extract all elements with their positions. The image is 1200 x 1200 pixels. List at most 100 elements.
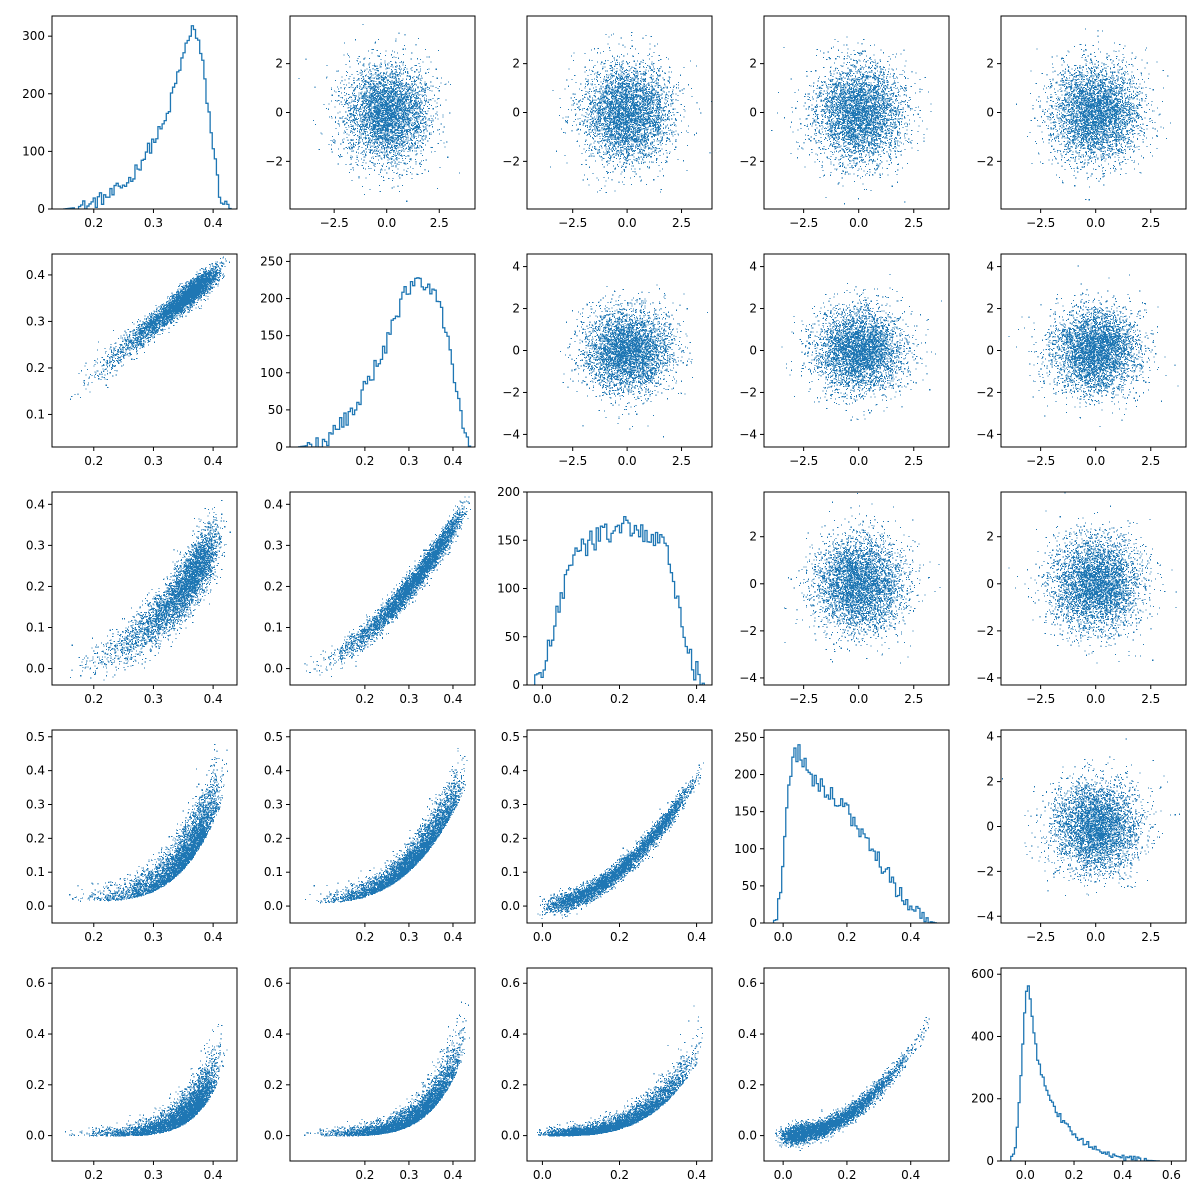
panel-2-4: −2.5 0.0 2.5 −4 −2 0 2 4 [739,253,950,468]
plot-area [65,1023,228,1137]
x-tick-label: 0.3 [399,1168,418,1182]
y-tick-label: 0.0 [264,899,283,913]
y-tick-label: 0.5 [501,730,520,744]
y-tick-label: 0 [512,678,520,692]
y-tick-label: 0.4 [264,764,283,778]
x-tick-label: 0.4 [901,1168,920,1182]
y-tick-label: 250 [734,730,757,744]
y-tick-label: 0 [512,344,520,358]
plot-area [534,515,705,685]
axes-frame [51,15,238,210]
y-tick-label: −4 [976,671,994,685]
histogram-step-line [298,277,472,447]
x-tick-label: 0.3 [144,930,163,944]
plot-area [70,256,231,400]
scatter-points [537,762,705,919]
y-tick-label: 50 [505,630,520,644]
y-tick-label: 2 [986,530,994,544]
scatter-points [1008,492,1177,664]
x-tick-label: 0.4 [687,692,706,706]
x-tick-label: 0.2 [837,930,856,944]
y-tick-label: 2 [512,57,520,71]
panel-5-3: 0.0 0.2 0.4 0.0 0.2 0.4 0.6 [501,967,713,1182]
x-tick-label: 0.0 [1086,454,1105,468]
y-tick-label: 150 [497,533,520,547]
x-tick-label: 0.0 [849,454,868,468]
y-tick-label: 0.2 [264,831,283,845]
panel-3-5: −2.5 0.0 2.5 −4 −2 0 2 [976,491,1187,706]
x-tick-label: 0.2 [610,930,629,944]
panel-1-5: −2.5 0.0 2.5 −2 0 2 [976,15,1187,230]
axes-frame [289,491,476,686]
x-tick-label: 0.0 [1086,216,1105,230]
histogram-step-line [772,744,937,923]
x-tick-label: 2.5 [1141,216,1160,230]
axes-frame [763,491,950,686]
plot-area [536,1005,704,1137]
x-tick-label: 0.2 [610,1168,629,1182]
panel-2-1: 0.2 0.3 0.4 0.1 0.2 0.3 0.4 [26,253,238,468]
y-tick-label: 0 [749,916,757,930]
plot-area [298,277,472,447]
plot-area [771,36,932,205]
y-tick-label: −2 [265,154,283,168]
scatter-points [784,492,941,664]
y-tick-label: 0.0 [26,1129,45,1143]
y-tick-label: 150 [734,805,757,819]
y-tick-label: 0.4 [738,1027,757,1041]
plot-area [772,744,937,923]
plot-area [774,1016,930,1151]
y-tick-label: −2 [739,154,757,168]
x-tick-label: 0.4 [901,930,920,944]
y-tick-label: 0.0 [26,662,45,676]
y-tick-label: 0 [986,820,994,834]
panel-4-3: 0.0 0.2 0.4 0.0 0.1 0.2 0.3 0.4 0.5 [501,729,713,944]
panel-4-2: 0.2 0.3 0.4 0.0 0.1 0.2 0.3 0.4 0.5 [264,729,476,944]
y-tick-label: 0 [275,440,283,454]
y-tick-label: 4 [749,260,757,274]
x-tick-label: 0.0 [849,216,868,230]
x-tick-label: −2.5 [1026,454,1055,468]
panel-4-1: 0.2 0.3 0.4 0.0 0.1 0.2 0.3 0.4 0.5 [26,729,238,944]
x-tick-label: −2.5 [789,454,818,468]
y-tick-label: 0.5 [26,730,45,744]
y-tick-label: 0.2 [264,1078,283,1092]
y-tick-label: −2 [976,385,994,399]
y-tick-label: 0 [749,577,757,591]
x-tick-label: 0.2 [355,1168,374,1182]
x-tick-label: 0.0 [774,1168,793,1182]
y-tick-label: −4 [739,427,757,441]
x-tick-label: −2.5 [320,216,349,230]
panel-1-1: 0.2 0.3 0.4 0 100 200 300 [22,15,238,230]
y-tick-label: 2 [512,302,520,316]
plot-area [550,31,712,194]
scatter-points [1008,265,1179,427]
y-tick-label: 2 [986,57,994,71]
scatter-points [781,274,942,422]
y-tick-label: 0.2 [264,579,283,593]
y-tick-label: 0.3 [264,797,283,811]
y-tick-label: 0 [749,106,757,120]
y-tick-label: 0.3 [501,797,520,811]
y-tick-label: 0.4 [501,764,520,778]
plot-area [1015,28,1172,201]
x-tick-label: 2.5 [1141,930,1160,944]
y-tick-label: 400 [971,1029,994,1043]
x-tick-label: 0.4 [443,930,462,944]
axes-frame [526,491,713,686]
y-tick-label: 0.3 [26,538,45,552]
scatter-points [771,36,932,205]
y-tick-label: 0.3 [26,797,45,811]
panel-3-3: 0.0 0.2 0.4 0 50 100 150 200 [497,485,713,706]
x-tick-label: 0.2 [355,692,374,706]
x-tick-label: 2.5 [672,454,691,468]
x-tick-label: 0.0 [1016,1168,1035,1182]
x-tick-label: 0.2 [610,692,629,706]
panel-3-1: 0.2 0.3 0.4 0.0 0.1 0.2 0.3 0.4 [26,491,238,706]
y-tick-label: 100 [497,582,520,596]
axes-frame [51,253,238,448]
y-tick-label: 0 [986,344,994,358]
y-tick-label: 0.2 [26,1078,45,1092]
x-tick-label: 2.5 [430,216,449,230]
